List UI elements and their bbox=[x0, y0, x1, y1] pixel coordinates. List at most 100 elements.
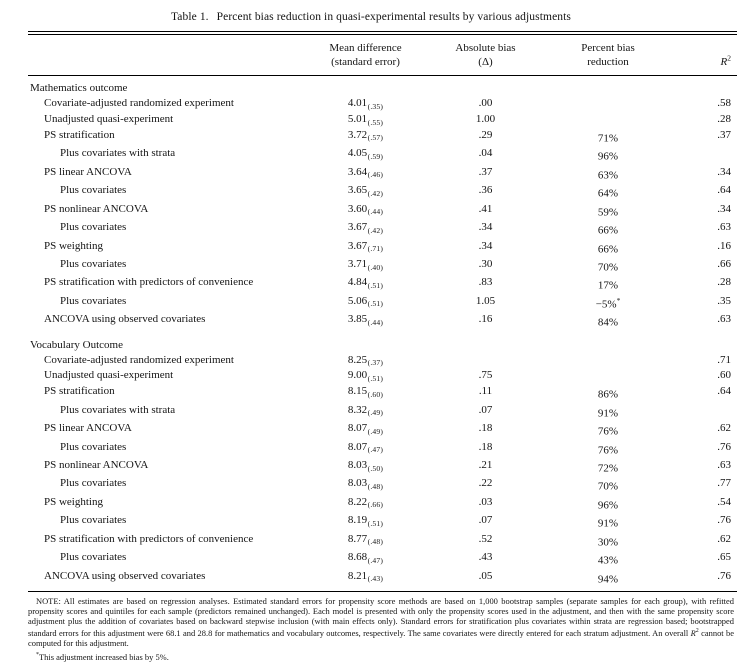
table-section: Mathematics outcome Covariate-adjusted r… bbox=[28, 81, 737, 330]
mean-difference-cell: 8.03(.50) bbox=[308, 458, 423, 476]
standard-error-sub: (.57) bbox=[367, 133, 384, 143]
percent-value: −5% bbox=[595, 298, 617, 311]
mean-value: 8.03 bbox=[347, 458, 368, 471]
absolute-bias-cell: .03 bbox=[478, 495, 493, 508]
table-row: Plus covariates 3.67(.42) .34 66% .63 bbox=[28, 220, 737, 238]
mean-difference-cell: 8.07(.47) bbox=[308, 440, 423, 458]
row-label: PS stratification bbox=[44, 128, 115, 141]
r-squared-cell: .77 bbox=[717, 477, 731, 490]
row-label: PS weighting bbox=[44, 239, 103, 252]
absolute-bias-cell: .30 bbox=[478, 257, 493, 270]
r-squared-cell: .28 bbox=[717, 112, 731, 125]
r-squared-cell: .64 bbox=[717, 184, 731, 197]
table-row: PS weighting 3.67(.71) .34 66% .16 bbox=[28, 239, 737, 257]
percent-value: 91% bbox=[597, 407, 619, 420]
r-squared-cell: .28 bbox=[717, 276, 731, 289]
table-row: Unadjusted quasi-experiment 5.01(.55) 1.… bbox=[28, 112, 737, 128]
table-row: PS stratification with predictors of con… bbox=[28, 275, 737, 293]
standard-error-sub: (.37) bbox=[367, 358, 384, 368]
percent-reduction-cell: 66% bbox=[548, 239, 668, 257]
row-label: ANCOVA using observed covariates bbox=[44, 313, 206, 326]
mean-value: 8.03 bbox=[347, 477, 368, 490]
percent-reduction-cell: 96% bbox=[548, 146, 668, 164]
standard-error-sub: (.40) bbox=[367, 262, 384, 272]
r-squared-cell: .34 bbox=[717, 202, 731, 215]
table-row: PS linear ANCOVA 8.07(.49) .18 76% .62 bbox=[28, 421, 737, 439]
percent-value: 17% bbox=[597, 280, 619, 293]
percent-reduction-cell: 59% bbox=[548, 202, 668, 220]
percent-value: 70% bbox=[597, 261, 619, 274]
section-rows: Covariate-adjusted randomized experiment… bbox=[28, 96, 737, 331]
percent-value: 76% bbox=[597, 425, 619, 438]
note-label: NOTE: bbox=[36, 596, 61, 607]
mean-difference-cell: 3.60(.44) bbox=[308, 202, 423, 220]
absolute-bias-cell: .37 bbox=[478, 165, 493, 178]
table-row: Plus covariates 5.06(.51) 1.05 −5%* .35 bbox=[28, 294, 737, 312]
r-squared-cell: .76 bbox=[717, 514, 731, 527]
row-label: Plus covariates with strata bbox=[60, 147, 176, 160]
absolute-bias-cell: .18 bbox=[478, 440, 493, 453]
standard-error-sub: (.46) bbox=[367, 170, 384, 180]
col-header-bias-line1: Absolute bias bbox=[455, 42, 516, 55]
mean-value: 3.64 bbox=[347, 165, 368, 178]
footnote-text: This adjustment increased bias by 5%. bbox=[39, 651, 169, 662]
row-label: Unadjusted quasi-experiment bbox=[44, 369, 174, 382]
table-row: PS nonlinear ANCOVA 3.60(.44) .41 59% .3… bbox=[28, 202, 737, 220]
row-label: PS stratification with predictors of con… bbox=[44, 532, 254, 545]
percent-reduction-cell: 70% bbox=[548, 257, 668, 275]
row-label: Plus covariates bbox=[60, 440, 127, 453]
table: Mean difference (standard error) Absolut… bbox=[28, 31, 737, 593]
mean-difference-cell: 8.25(.37) bbox=[308, 353, 423, 369]
mean-difference-cell: 4.05(.59) bbox=[308, 146, 423, 164]
table-row: Plus covariates with strata 8.32(.49) .0… bbox=[28, 403, 737, 421]
row-label: PS linear ANCOVA bbox=[44, 422, 132, 435]
percent-value: 76% bbox=[597, 444, 619, 457]
percent-reduction-cell: 71% bbox=[548, 128, 668, 146]
percent-value: 96% bbox=[597, 150, 619, 163]
standard-error-sub: (.50) bbox=[367, 463, 384, 473]
row-label: Covariate-adjusted randomized experiment bbox=[44, 353, 234, 366]
percent-value: 96% bbox=[597, 499, 619, 512]
percent-reduction-cell: 84% bbox=[548, 312, 668, 330]
r-squared-cell: .62 bbox=[717, 532, 731, 545]
r-squared-cell: .60 bbox=[717, 369, 731, 382]
r-squared-cell: .37 bbox=[717, 128, 731, 141]
absolute-bias-cell: 1.05 bbox=[475, 294, 496, 307]
standard-error-sub: (.49) bbox=[367, 408, 384, 418]
mean-value: 3.65 bbox=[347, 184, 368, 197]
mean-value: 8.32 bbox=[347, 403, 368, 416]
mean-difference-cell: 3.72(.57) bbox=[308, 128, 423, 146]
mean-difference-cell: 5.06(.51) bbox=[308, 294, 423, 312]
percent-value: 66% bbox=[597, 243, 619, 256]
table-row: Plus covariates 3.71(.40) .30 70% .66 bbox=[28, 257, 737, 275]
table-row: PS stratification 8.15(.60) .11 86% .64 bbox=[28, 384, 737, 402]
percent-value: 59% bbox=[597, 206, 619, 219]
mean-value: 8.21 bbox=[347, 569, 368, 582]
percent-value: 64% bbox=[597, 187, 619, 200]
table-row: Unadjusted quasi-experiment 9.00(.51) .7… bbox=[28, 368, 737, 384]
percent-value: 84% bbox=[597, 316, 619, 329]
mean-difference-cell: 3.64(.46) bbox=[308, 165, 423, 183]
table-number: Table 1. bbox=[170, 11, 209, 23]
percent-reduction-cell bbox=[548, 112, 668, 128]
mean-difference-cell: 5.01(.55) bbox=[308, 112, 423, 128]
col-header-percent-reduction: Percent bias reduction bbox=[548, 42, 668, 69]
table-footnote: *This adjustment increased bias by 5%. bbox=[28, 650, 738, 662]
row-label: PS stratification bbox=[44, 385, 115, 398]
mean-value: 8.22 bbox=[347, 495, 368, 508]
row-label: PS nonlinear ANCOVA bbox=[44, 202, 149, 215]
percent-reduction-cell: 70% bbox=[548, 476, 668, 494]
row-label: Plus covariates bbox=[60, 184, 127, 197]
r-squared-symbol: R2 bbox=[721, 53, 731, 68]
standard-error-sub: (.51) bbox=[367, 373, 384, 383]
table-title: Table 1. Percent bias reduction in quasi-… bbox=[0, 0, 742, 23]
table-row: Plus covariates 8.07(.47) .18 76% .76 bbox=[28, 440, 737, 458]
table-caption: Percent bias reduction in quasi-experime… bbox=[216, 11, 572, 23]
absolute-bias-cell: 1.00 bbox=[475, 112, 496, 125]
mean-value: 5.01 bbox=[347, 112, 368, 125]
absolute-bias-cell: .00 bbox=[478, 97, 493, 110]
table-row: Plus covariates 8.19(.51) .07 91% .76 bbox=[28, 513, 737, 531]
absolute-bias-cell: .04 bbox=[478, 147, 493, 160]
percent-reduction-cell: 43% bbox=[548, 550, 668, 568]
mean-difference-cell: 3.65(.42) bbox=[308, 183, 423, 201]
